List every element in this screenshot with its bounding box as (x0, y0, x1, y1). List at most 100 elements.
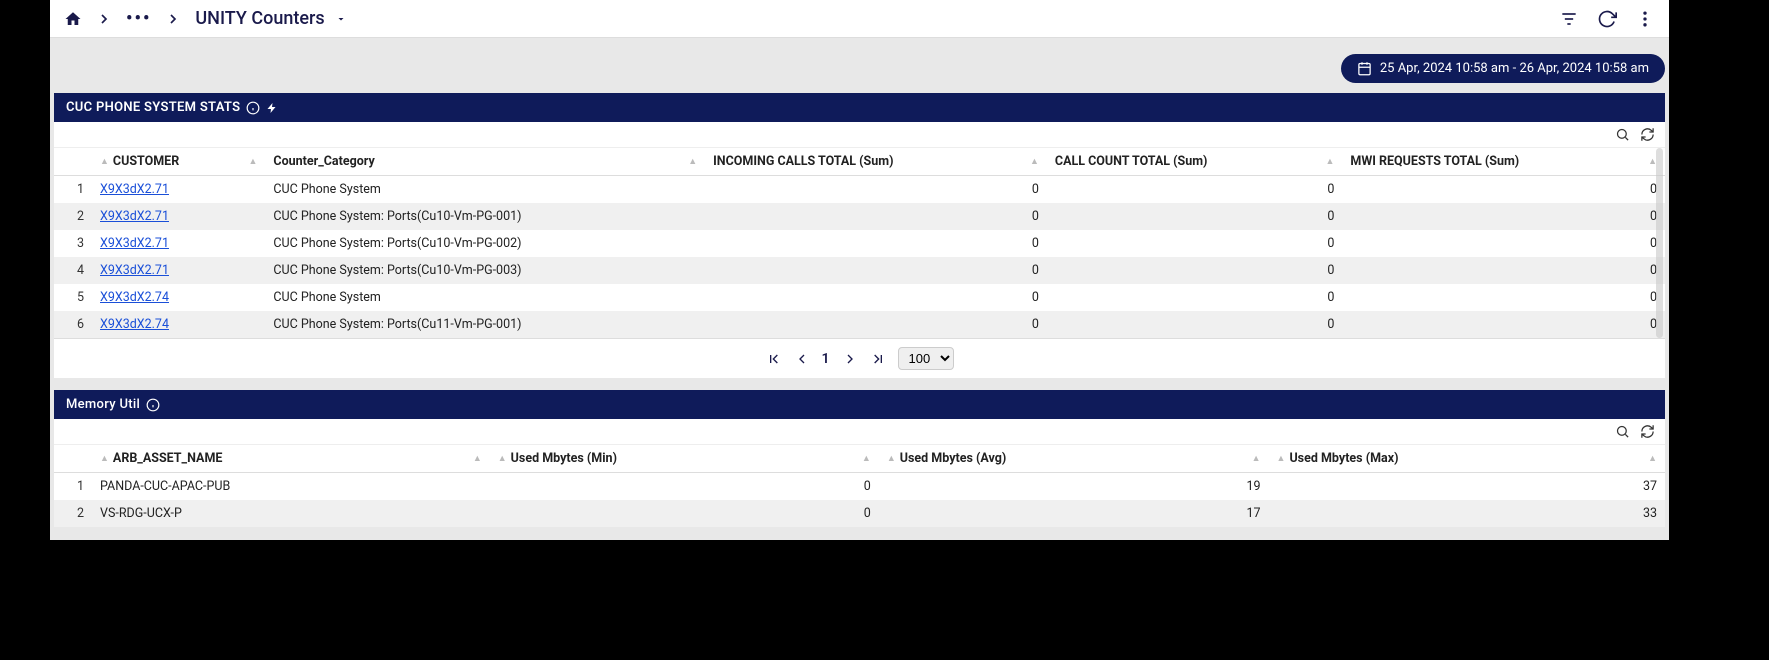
cell-category: CUC Phone System: Ports(Cu10-Vm-PG-002) (265, 230, 705, 257)
cell-mwi: 0 (1342, 203, 1665, 230)
col-min[interactable]: ▲Used Mbytes (Min)▲ (490, 445, 879, 473)
cell-incoming: 0 (705, 230, 1047, 257)
cell-mwi: 0 (1342, 311, 1665, 338)
date-range-picker[interactable]: 25 Apr, 2024 10:58 am - 26 Apr, 2024 10:… (1341, 54, 1665, 83)
row-number: 1 (54, 473, 92, 501)
chevron-right-icon (165, 11, 181, 27)
refresh-icon[interactable] (1597, 9, 1617, 29)
ellipsis-icon[interactable]: ••• (126, 8, 151, 29)
refresh-icon[interactable] (1640, 127, 1655, 142)
cell-callcount: 0 (1047, 203, 1342, 230)
stats-table: ▲CUSTOMER▲ Counter_Category▲ INCOMING CA… (54, 148, 1665, 338)
panel-title: Memory Util (66, 397, 140, 412)
cell-mwi: 0 (1342, 284, 1665, 311)
bolt-icon[interactable] (266, 102, 278, 114)
col-mwi[interactable]: MWI REQUESTS TOTAL (Sum)▲ (1342, 148, 1665, 176)
table-row: 3 X9X3dX2.71 CUC Phone System: Ports(Cu10-… (54, 230, 1665, 257)
cell-callcount: 0 (1047, 230, 1342, 257)
cell-mwi: 0 (1342, 176, 1665, 204)
table-row: 2 X9X3dX2.71 CUC Phone System: Ports(Cu10-… (54, 203, 1665, 230)
memory-table: ▲ARB_ASSET_NAME▲ ▲Used Mbytes (Min)▲ ▲Us… (54, 445, 1665, 527)
calendar-icon (1357, 61, 1372, 76)
page-size-select[interactable]: 100 (898, 347, 954, 370)
dropdown-caret-icon[interactable] (335, 13, 347, 25)
row-number: 2 (54, 203, 92, 230)
customer-link[interactable]: X9X3dX2.71 (100, 209, 169, 224)
col-category[interactable]: Counter_Category▲ (265, 148, 705, 176)
table-row: 6 X9X3dX2.74 CUC Phone System: Ports(Cu11-… (54, 311, 1665, 338)
filter-icon[interactable] (1559, 9, 1579, 29)
breadcrumb-bar: ••• UNITY Counters (50, 0, 1669, 38)
table-row: 2VS-RDG-UCX-P01733 (54, 500, 1665, 527)
info-icon[interactable] (246, 101, 260, 115)
panel-cuc-phone-stats: CUC PHONE SYSTEM STATS ▲CUSTOMER▲ (54, 93, 1665, 378)
table-row: 5X9X3dX2.74CUC Phone System000 (54, 284, 1665, 311)
cell-mwi: 0 (1342, 230, 1665, 257)
cell-callcount: 0 (1047, 257, 1342, 284)
col-asset[interactable]: ▲ARB_ASSET_NAME▲ (92, 445, 490, 473)
home-icon[interactable] (64, 10, 82, 28)
row-number: 3 (54, 230, 92, 257)
cell-customer: X9X3dX2.71 (92, 203, 265, 230)
cell-avg: 17 (879, 500, 1269, 527)
cell-customer: X9X3dX2.74 (92, 311, 265, 338)
row-number: 4 (54, 257, 92, 284)
cell-incoming: 0 (705, 257, 1047, 284)
cell-callcount: 0 (1047, 311, 1342, 338)
cell-asset: VS-RDG-UCX-P (92, 500, 490, 527)
cell-customer: X9X3dX2.74 (92, 284, 265, 311)
customer-link[interactable]: X9X3dX2.71 (100, 236, 169, 251)
page-number: 1 (822, 351, 830, 367)
cell-category: CUC Phone System: Ports(Cu11-Vm-PG-001) (265, 311, 705, 338)
customer-link[interactable]: X9X3dX2.74 (100, 317, 169, 332)
table-row: 1PANDA-CUC-APAC-PUB01937 (54, 473, 1665, 501)
customer-link[interactable]: X9X3dX2.74 (100, 290, 169, 305)
page-prev-icon[interactable] (794, 351, 810, 367)
cell-customer: X9X3dX2.71 (92, 176, 265, 204)
customer-link[interactable]: X9X3dX2.71 (100, 182, 169, 197)
table-row: 4 X9X3dX2.71 CUC Phone System: Ports(Cu10-… (54, 257, 1665, 284)
search-icon[interactable] (1615, 424, 1630, 439)
page-first-icon[interactable] (766, 351, 782, 367)
date-range-text: 25 Apr, 2024 10:58 am - 26 Apr, 2024 10:… (1380, 61, 1649, 76)
cell-customer: X9X3dX2.71 (92, 230, 265, 257)
cell-category: CUC Phone System: Ports(Cu10-Vm-PG-001) (265, 203, 705, 230)
col-incoming[interactable]: INCOMING CALLS TOTAL (Sum)▲ (705, 148, 1047, 176)
page-last-icon[interactable] (870, 351, 886, 367)
pagination: 1 100 (54, 338, 1665, 378)
col-avg[interactable]: ▲Used Mbytes (Avg)▲ (879, 445, 1269, 473)
cell-max: 37 (1269, 473, 1665, 501)
page-next-icon[interactable] (842, 351, 858, 367)
info-icon[interactable] (146, 398, 160, 412)
cell-incoming: 0 (705, 176, 1047, 204)
row-number: 6 (54, 311, 92, 338)
cell-max: 33 (1269, 500, 1665, 527)
refresh-icon[interactable] (1640, 424, 1655, 439)
cell-avg: 19 (879, 473, 1269, 501)
cell-asset: PANDA-CUC-APAC-PUB (92, 473, 490, 501)
cell-category: CUC Phone System (265, 176, 705, 204)
cell-incoming: 0 (705, 311, 1047, 338)
col-customer[interactable]: ▲CUSTOMER▲ (92, 148, 265, 176)
more-vert-icon[interactable] (1635, 9, 1655, 29)
cell-customer: X9X3dX2.71 (92, 257, 265, 284)
row-number: 1 (54, 176, 92, 204)
table-row: 1X9X3dX2.71CUC Phone System000 (54, 176, 1665, 204)
cell-incoming: 0 (705, 203, 1047, 230)
chevron-right-icon (96, 11, 112, 27)
page-title: UNITY Counters (195, 8, 324, 29)
cell-category: CUC Phone System (265, 284, 705, 311)
cell-callcount: 0 (1047, 284, 1342, 311)
row-number: 5 (54, 284, 92, 311)
cell-callcount: 0 (1047, 176, 1342, 204)
cell-min: 0 (490, 473, 879, 501)
cell-incoming: 0 (705, 284, 1047, 311)
col-callcount[interactable]: CALL COUNT TOTAL (Sum)▲ (1047, 148, 1342, 176)
customer-link[interactable]: X9X3dX2.71 (100, 263, 169, 278)
cell-min: 0 (490, 500, 879, 527)
col-max[interactable]: ▲Used Mbytes (Max)▲ (1269, 445, 1665, 473)
cell-category: CUC Phone System: Ports(Cu10-Vm-PG-003) (265, 257, 705, 284)
search-icon[interactable] (1615, 127, 1630, 142)
panel-title: CUC PHONE SYSTEM STATS (66, 100, 240, 115)
cell-mwi: 0 (1342, 257, 1665, 284)
